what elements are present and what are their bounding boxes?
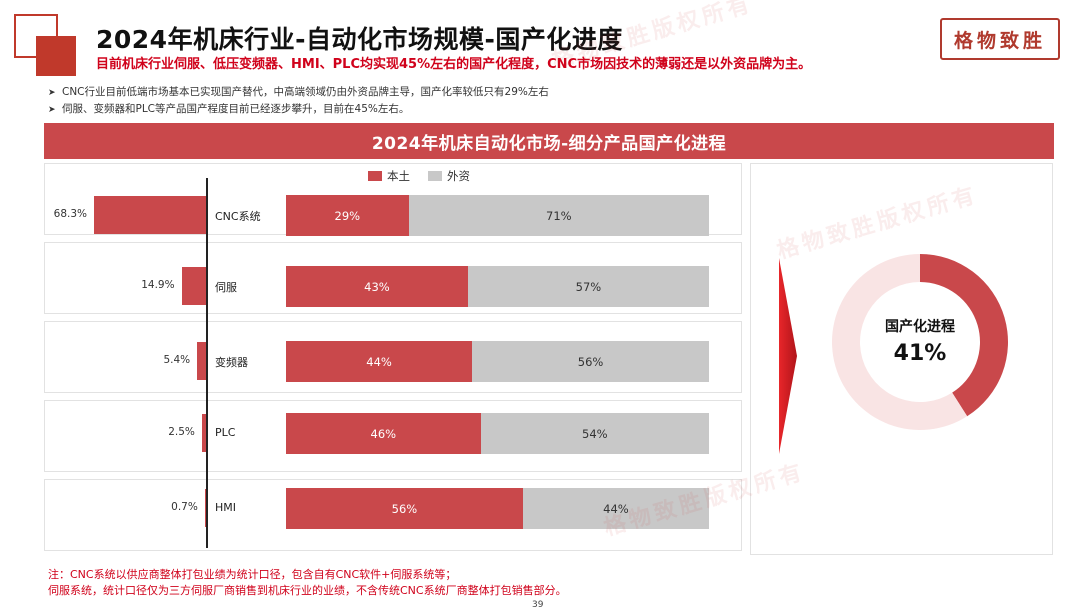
footnote-line: 伺服系统，统计口径仅为三方伺服厂商销售到机床行业的业绩，不含传统CNC系统厂商整… — [48, 584, 567, 597]
donut-segment-remaining — [832, 254, 968, 430]
logo-filled-square — [36, 36, 76, 76]
legend-item-domestic: 本土 — [368, 168, 410, 184]
chart-legend: 本土 外资 — [368, 168, 488, 184]
donut-center-value: 41% — [893, 341, 947, 366]
donut-chart — [832, 254, 1008, 430]
share-bar — [204, 489, 206, 527]
bullet-arrow-icon: ➤ — [48, 88, 56, 98]
legend-swatch-foreign — [428, 171, 442, 181]
donut-center-label: 国产化进程 — [885, 319, 955, 335]
category-label: HMI — [215, 501, 237, 514]
foreign-bar: 54% — [480, 413, 709, 454]
share-bar — [201, 414, 206, 452]
page-subtitle: 目前机床行业伺服、低压变频器、HMI、PLC均实现45%左右的国产化程度，CNC… — [96, 57, 812, 72]
bullet-item: ➤ CNC行业目前低端市场基本已实现国产替代，中高端领域仍由外资品牌主导，国产化率… — [48, 84, 549, 101]
footnote: 注：CNC系统以供应商整体打包业绩为统计口径，包含自有CNC软件+伺服系统等； … — [48, 567, 567, 599]
category-label: CNC系统 — [215, 210, 261, 223]
share-bar — [181, 267, 206, 305]
chart-axis-divider — [206, 178, 208, 548]
share-value-label: 68.3% — [53, 208, 87, 220]
share-value-label: 0.7% — [171, 501, 198, 513]
page-title: 2024年机床行业-自动化市场规模-国产化进度 — [96, 25, 623, 54]
foreign-bar: 44% — [522, 488, 709, 529]
share-value-label: 5.4% — [163, 354, 191, 366]
brand-stamp-text: 格物致胜 — [953, 29, 1046, 52]
share-bar — [197, 342, 206, 380]
bullet-arrow-icon: ➤ — [48, 105, 56, 115]
logo-mark — [14, 14, 76, 76]
foreign-bar: 56% — [472, 341, 709, 382]
bullet-text: 伺服、变频器和PLC等产品国产程度目前已经逐步攀升，目前在45%左右。 — [62, 103, 410, 115]
domestic-bar: 56% — [286, 488, 523, 529]
domestic-bar: 44% — [286, 341, 473, 382]
foreign-bar: 57% — [467, 266, 709, 307]
donut-segment-domestic — [920, 254, 1008, 417]
share-value-label: 2.5% — [168, 426, 195, 438]
bullet-list: ➤ CNC行业目前低端市场基本已实现国产替代，中高端领域仍由外资品牌主导，国产化率… — [48, 84, 549, 118]
section-banner-title: 2024年机床自动化市场-细分产品国产化进程 — [371, 133, 727, 154]
footnote-line: 注：CNC系统以供应商整体打包业绩为统计口径，包含自有CNC软件+伺服系统等； — [48, 568, 457, 581]
section-banner: 2024年机床自动化市场-细分产品国产化进程 — [44, 123, 1054, 159]
legend-label-domestic: 本土 — [387, 169, 410, 183]
legend-label-foreign: 外资 — [447, 169, 470, 183]
foreign-bar: 71% — [408, 195, 709, 236]
legend-item-foreign: 外资 — [428, 168, 470, 184]
legend-swatch-domestic — [368, 171, 382, 181]
bullet-text: CNC行业目前低端市场基本已实现国产替代，中高端领域仍由外资品牌主导，国产化率较… — [62, 86, 549, 98]
pointer-triangle-icon — [779, 258, 797, 454]
page-number: 39 — [532, 600, 544, 610]
domestic-bar: 43% — [286, 266, 468, 307]
category-label: 变频器 — [215, 356, 248, 369]
domestic-bar: 46% — [286, 413, 481, 454]
share-bar — [94, 196, 206, 234]
domestic-bar: 29% — [286, 195, 409, 236]
category-label: 伺服 — [215, 281, 237, 294]
share-value-label: 14.9% — [141, 279, 175, 291]
category-label: PLC — [215, 426, 236, 439]
bullet-item: ➤ 伺服、变频器和PLC等产品国产程度目前已经逐步攀升，目前在45%左右。 — [48, 101, 549, 118]
brand-stamp: 格物致胜 — [940, 18, 1060, 60]
